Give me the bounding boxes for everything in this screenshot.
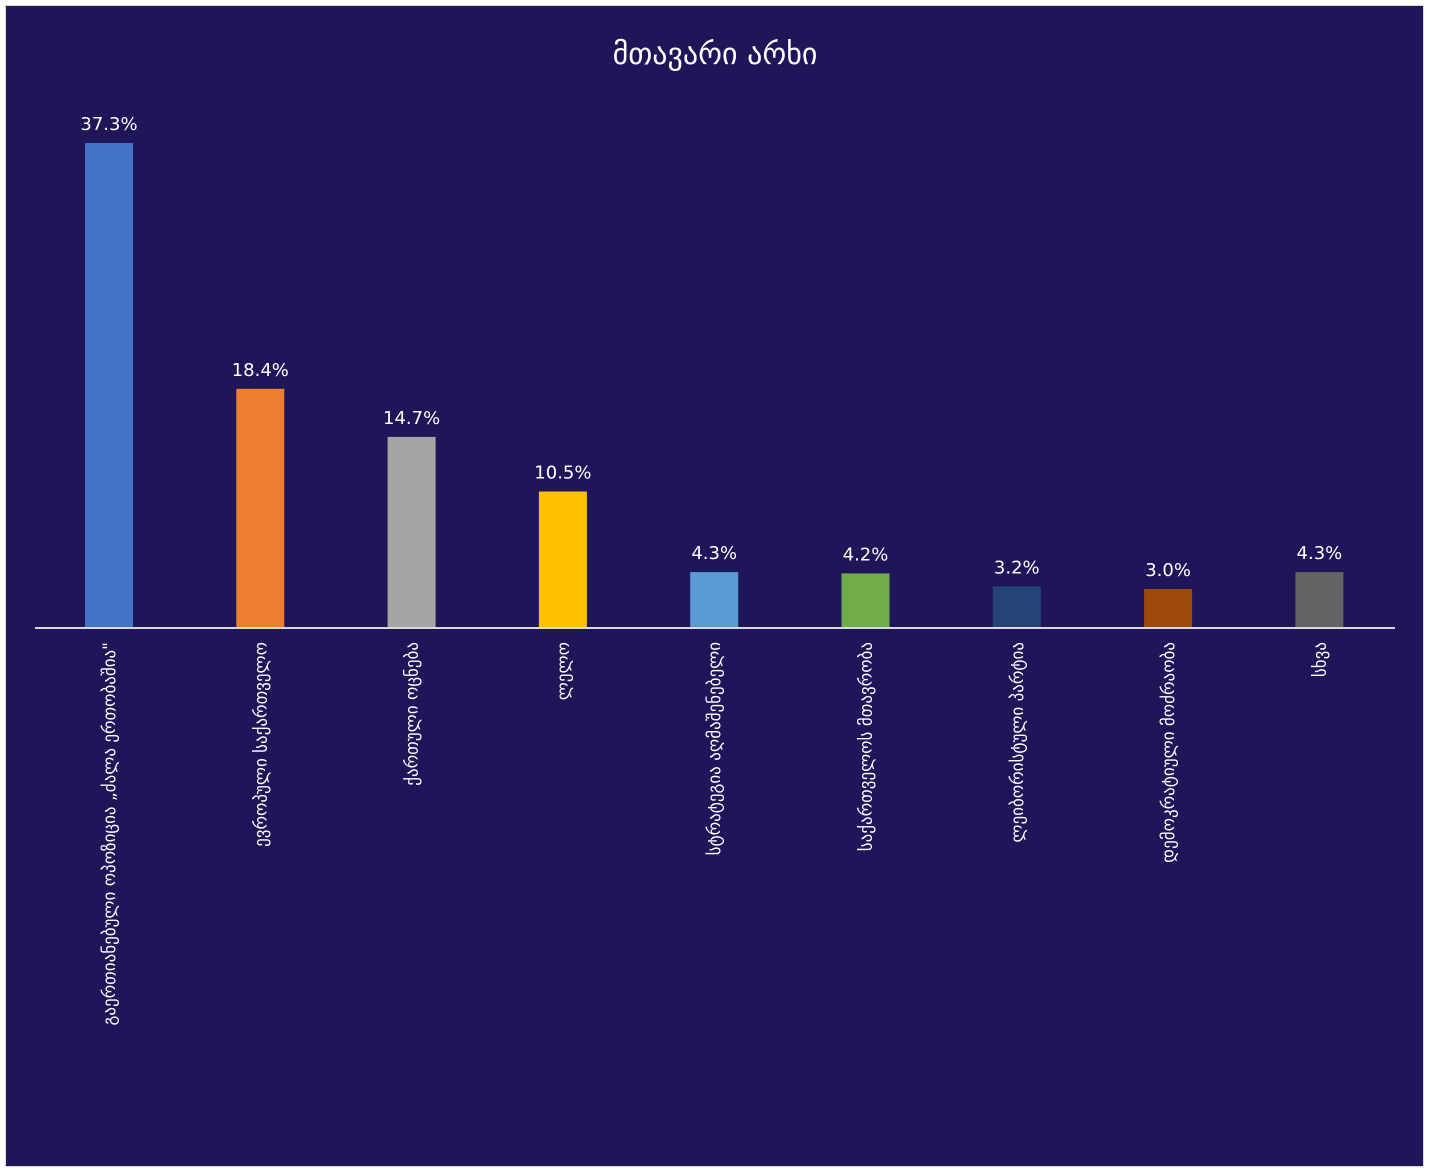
bar-7 [992, 586, 1041, 628]
value-label-9: 4.3% [1297, 543, 1343, 564]
value-label-6: 4.2% [843, 544, 889, 565]
bar-9 [1295, 572, 1344, 628]
category-label-3: ქართული ოცნება [403, 642, 423, 786]
bar-4 [538, 491, 587, 628]
value-label-5: 4.3% [691, 543, 737, 564]
chart-area: მთავარი არხი 37.3% 18.4% 14.7% 10.5% 4.3% 4.2… [5, 5, 1424, 1167]
value-label-3: 14.7% [383, 408, 440, 429]
bar-1 [85, 143, 133, 628]
chart-title: მთავარი არხი [613, 37, 818, 72]
value-label-8: 3.0% [1145, 560, 1191, 581]
bar-8 [1144, 589, 1193, 628]
category-label-2: ევროპული საქართველო [251, 642, 271, 847]
category-label-7: ლეიბორისტული პარტია [1008, 642, 1028, 843]
category-label-8: დემოკრატიული მოძრაობა [1159, 642, 1179, 863]
category-label-5: სტრატეგია აღმაშენებელი [705, 642, 725, 855]
category-label-6: საქართველოს მთავრობა [857, 642, 877, 851]
category-label-9: სხვა [1310, 642, 1330, 677]
bars-layer [85, 143, 1344, 628]
category-label-1: გაერთიანებული ოპოზიცია „ძალა ერთობაშია" [100, 642, 120, 1026]
value-label-4: 10.5% [534, 463, 591, 484]
bar-3 [387, 436, 436, 628]
bar-5 [690, 572, 739, 628]
value-label-7: 3.2% [994, 557, 1040, 578]
value-label-1: 37.3% [80, 114, 137, 135]
bar-chart: მთავარი არხი 37.3% 18.4% 14.7% 10.5% 4.3% 4.2… [35, 37, 1395, 1026]
bar-6 [841, 573, 890, 628]
category-labels-layer: გაერთიანებული ოპოზიცია „ძალა ერთობაშია" ე… [100, 642, 1330, 1026]
value-label-2: 18.4% [232, 360, 289, 381]
value-labels-layer: 37.3% 18.4% 14.7% 10.5% 4.3% 4.2% 3.2% 3.0% 4.3% [80, 114, 1342, 581]
bar-2 [236, 388, 285, 628]
category-label-4: ლელო [554, 642, 574, 700]
